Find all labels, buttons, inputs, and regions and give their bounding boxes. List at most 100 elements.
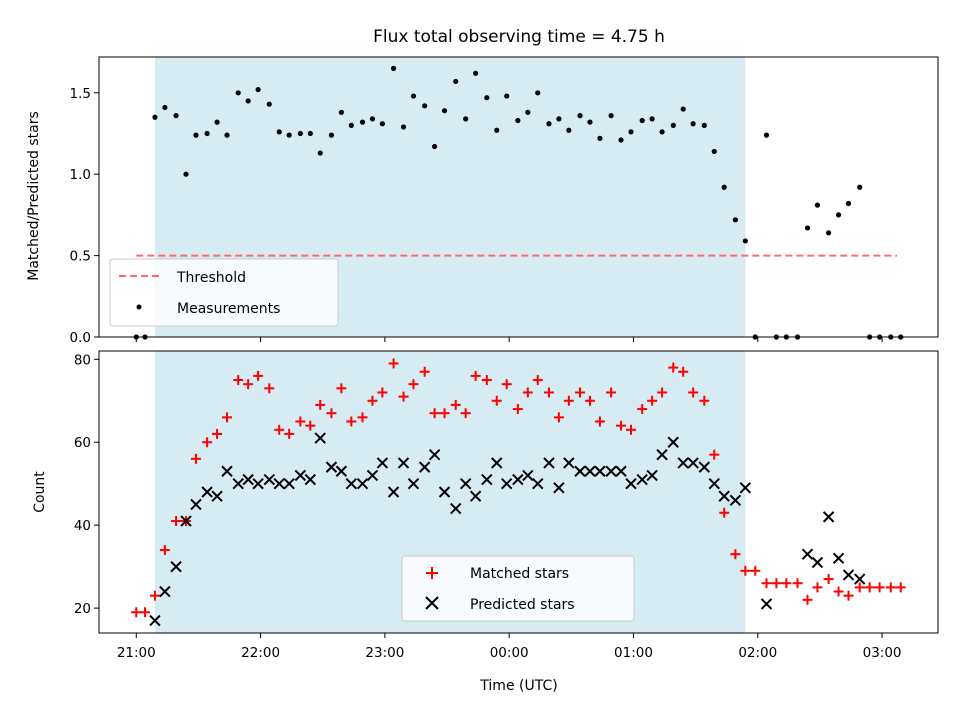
predicted-star-point [853,573,866,585]
predicted-star-point [615,465,627,477]
x-axis-label: Time (UTC) [479,678,557,694]
matched-star-point [833,586,844,597]
predicted-star-point [822,511,835,523]
bottom-x-tick-label: 22:00 [241,645,280,661]
predicted-star-point [739,482,752,494]
predicted-star-point [760,598,773,610]
matched-star-point [553,412,564,423]
predicted-star-point [459,477,472,490]
matched-star-point [149,590,160,601]
matched-star-point [159,545,170,556]
measurement-point [680,106,686,112]
top-legend-box [109,258,339,327]
measurement-point [162,104,168,111]
measurement-point [535,90,541,96]
measurement-point [639,117,645,124]
matched-star-point [678,366,689,377]
predicted-star-point [450,502,462,515]
measurement-point [390,65,397,71]
matched-star-point [253,370,264,381]
predicted-star-point [221,465,233,477]
matched-star-point [781,578,792,589]
measurement-point [628,129,634,135]
predicted-star-point [418,461,431,473]
measurement-point [515,117,521,124]
measurement-point [297,130,303,137]
bottom-x-tick-label: 01:00 [614,645,653,661]
measurement-point [494,127,500,133]
measurement-point [835,212,842,218]
predicted-star-point [532,477,544,490]
measurement-point [266,101,272,107]
legend-predicted-swatch [425,596,439,610]
predicted-star-point [687,457,699,469]
matched-star-point [606,387,617,398]
matched-star-point [470,370,481,381]
bottom-x-tick-label: 23:00 [365,645,404,661]
predicted-star-point [273,477,285,490]
predicted-star-point [500,477,513,490]
matched-star-point [625,424,636,435]
matched-star-point [419,366,430,377]
matched-star-point [575,387,586,398]
measurement-point [577,113,583,119]
measurement-point [400,124,407,130]
bottom-legend: Matched stars Predicted stars [401,555,635,622]
matched-star-point [367,395,378,406]
measurement-point [183,171,189,177]
measurement-points [133,65,904,340]
predicted-star-point [387,486,400,498]
predicted-star-point [335,465,348,477]
measurement-point [732,217,738,223]
legend-matched-label: Matched stars [470,566,569,582]
matched-star-point [336,383,347,394]
top-y-axis-label: Matched/Predicted stars [26,111,42,281]
measurement-point [286,132,292,138]
predicted-star-point [190,498,202,511]
top-plot-frame [98,56,939,338]
predicted-star-point [304,473,317,486]
bottom-x-axis: 21:00 22:00 23:00 00:00 01:00 02:00 03:00 [117,633,902,661]
measurement-point [432,143,438,150]
matched-star-point [522,387,533,398]
measurement-point [463,116,469,122]
predicted-star-point [201,486,213,498]
matched-star-point [584,395,595,406]
matched-star-point [388,358,399,369]
measurement-point [857,184,863,190]
measurement-point [804,225,811,231]
measurement-point [379,121,385,127]
measurement-point [845,200,852,207]
predicted-star-point [345,477,358,490]
predicted-star-point [811,556,824,569]
matched-stars-points [131,358,906,618]
matched-star-point [398,391,409,402]
measurement-point [826,230,832,236]
matched-star-point [429,408,440,419]
predicted-star-point [376,457,389,469]
matched-star-point [481,375,492,386]
matched-star-point [460,408,471,419]
measurement-point [422,103,428,109]
measurement-point [173,113,179,119]
matched-star-point [190,453,201,464]
matched-star-point [688,387,699,398]
measurement-point [608,113,614,119]
matched-star-point [264,383,275,394]
matched-star-point [843,590,854,601]
measurement-point [556,116,562,122]
predicted-star-point [428,448,441,461]
predicted-star-point [242,473,254,486]
matched-star-point [233,375,244,386]
predicted-star-point [159,585,171,598]
matched-star-point [750,565,761,576]
matched-star-point [222,412,233,423]
legend-matched-swatch [426,567,438,579]
matched-star-point [771,578,782,589]
legend-measurements-label: Measurements [177,301,280,317]
predicted-star-point [636,473,648,486]
measurement-point [814,202,821,208]
measurement-point [255,86,261,93]
predicted-star-point [314,432,326,444]
measurement-point [441,108,448,114]
